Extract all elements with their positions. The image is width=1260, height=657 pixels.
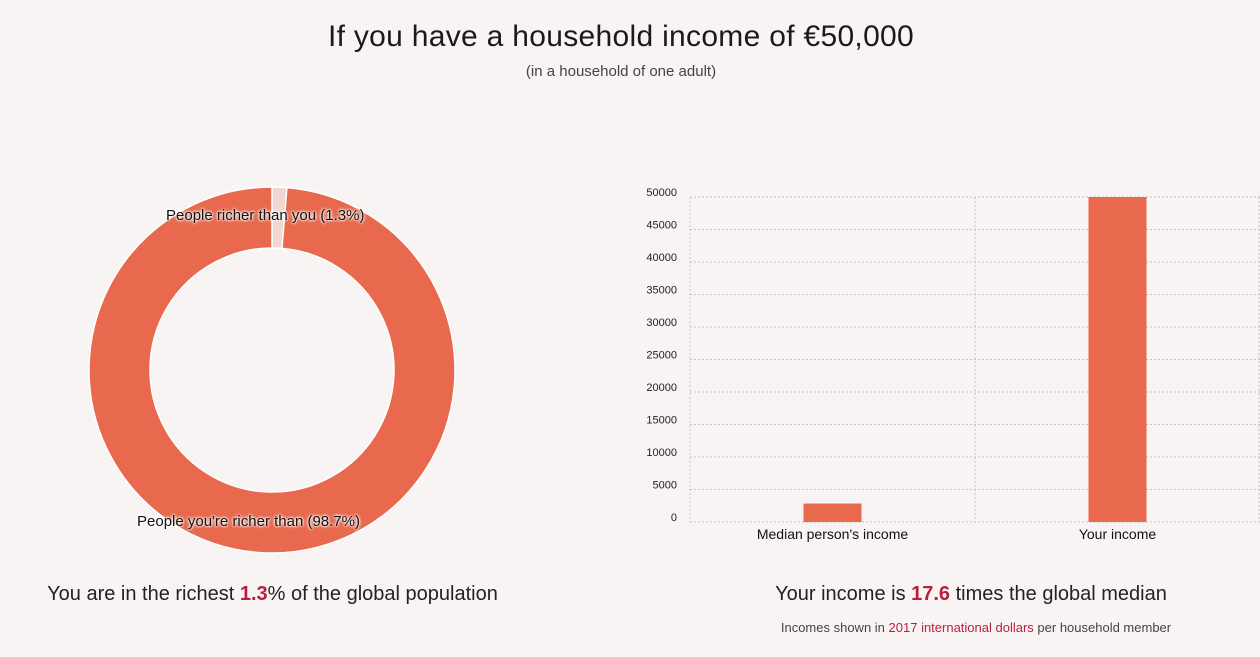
y-tick-label: 45000 (646, 220, 677, 232)
income-bar-chart: 0 5000 10000 15000 20000 25000 30000 35000 40000… (630, 180, 1260, 550)
footnote-text-before: Incomes shown in (780, 620, 889, 635)
y-tick-label: 15000 (646, 415, 677, 427)
y-tick-label: 20000 (646, 382, 677, 394)
y-tick-label: 0 (671, 512, 677, 524)
richest-percent-caption: You are in the richest 1.3% of the globa… (0, 583, 545, 606)
international-dollars-link[interactable]: 2017 international dollars (888, 620, 1034, 635)
page-subtitle: (in a household of one adult) (525, 63, 717, 80)
median-multiple-caption: Your income is 17.6 times the global med… (690, 583, 1252, 606)
bar-chart-svg: 0 5000 10000 15000 20000 25000 30000 35000 40000… (646, 187, 1260, 542)
y-tick-label: 10000 (646, 447, 677, 459)
caption-text-after: times the global median (950, 583, 1167, 605)
donut-chart (88, 186, 456, 554)
category-label: Your income (1079, 526, 1157, 542)
y-tick-label: 40000 (646, 252, 677, 264)
y-tick-label: 25000 (646, 350, 677, 362)
y-tick-label: 30000 (646, 317, 677, 329)
bar-your-income[interactable] (1088, 197, 1147, 522)
donut-label-richer: People richer than you (1.3%) (166, 207, 365, 224)
currency-footnote: Incomes shown in 2017 international doll… (690, 620, 1260, 635)
donut-label-poorer: People you're richer than (98.7%) (137, 513, 360, 530)
y-tick-label: 50000 (646, 187, 677, 199)
richest-percent-value: 1.3 (239, 583, 268, 605)
caption-text-before: You are in the richest (47, 583, 240, 605)
donut-slice-poorer[interactable] (88, 186, 456, 554)
donut-chart-svg (88, 186, 456, 554)
caption-text-before: Your income is (775, 583, 912, 605)
page-title: If you have a household income of €50,00… (327, 20, 915, 53)
y-tick-label: 5000 (653, 480, 677, 492)
bar-median-income[interactable] (803, 503, 862, 522)
y-tick-label: 35000 (646, 285, 677, 297)
median-multiple-value: 17.6 (911, 583, 951, 605)
category-label: Median person's income (757, 526, 909, 542)
caption-text-after: % of the global population (267, 583, 498, 605)
footnote-text-after: per household member (1033, 620, 1172, 635)
